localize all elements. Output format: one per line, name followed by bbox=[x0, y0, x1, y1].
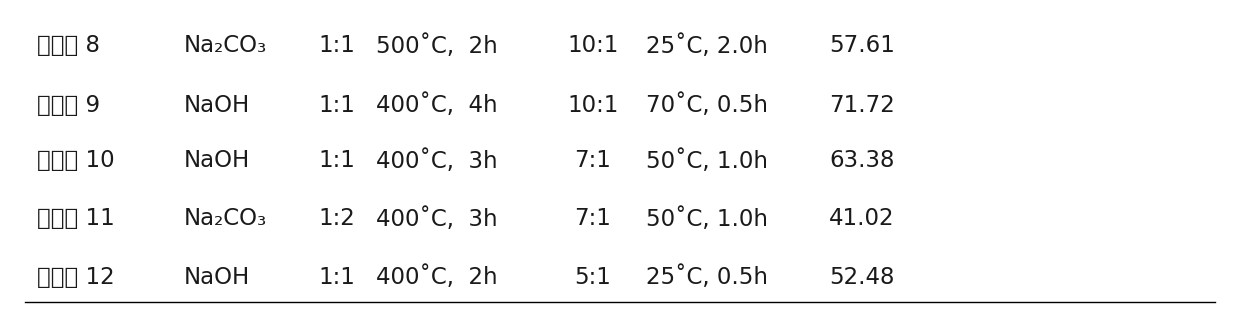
Text: 63.38: 63.38 bbox=[830, 149, 894, 172]
Text: 400˚C,  3h: 400˚C, 3h bbox=[376, 207, 497, 231]
Text: 25˚C, 0.5h: 25˚C, 0.5h bbox=[646, 265, 768, 289]
Text: 1:1: 1:1 bbox=[319, 94, 356, 117]
Text: 10:1: 10:1 bbox=[567, 34, 619, 57]
Text: 7:1: 7:1 bbox=[574, 207, 611, 231]
Text: 500˚C,  2h: 500˚C, 2h bbox=[376, 34, 497, 58]
Text: 50˚C, 1.0h: 50˚C, 1.0h bbox=[646, 207, 768, 231]
Text: 400˚C,  2h: 400˚C, 2h bbox=[376, 265, 497, 289]
Text: 52.48: 52.48 bbox=[830, 266, 894, 289]
Text: 400˚C,  3h: 400˚C, 3h bbox=[376, 149, 497, 173]
Text: NaOH: NaOH bbox=[184, 94, 249, 117]
Text: 1:1: 1:1 bbox=[319, 34, 356, 57]
Text: 1:1: 1:1 bbox=[319, 149, 356, 172]
Text: 1:2: 1:2 bbox=[319, 207, 356, 231]
Text: 70˚C, 0.5h: 70˚C, 0.5h bbox=[646, 94, 768, 117]
Text: 实施例 10: 实施例 10 bbox=[37, 149, 115, 172]
Text: 57.61: 57.61 bbox=[828, 34, 895, 57]
Text: Na₂CO₃: Na₂CO₃ bbox=[184, 34, 267, 57]
Text: 71.72: 71.72 bbox=[828, 94, 895, 117]
Text: 10:1: 10:1 bbox=[567, 94, 619, 117]
Text: 实施例 11: 实施例 11 bbox=[37, 207, 115, 231]
Text: 50˚C, 1.0h: 50˚C, 1.0h bbox=[646, 149, 768, 173]
Text: 25˚C, 2.0h: 25˚C, 2.0h bbox=[646, 34, 768, 58]
Text: NaOH: NaOH bbox=[184, 149, 249, 172]
Text: 7:1: 7:1 bbox=[574, 149, 611, 172]
Text: NaOH: NaOH bbox=[184, 266, 249, 289]
Text: Na₂CO₃: Na₂CO₃ bbox=[184, 207, 267, 231]
Text: 41.02: 41.02 bbox=[830, 207, 894, 231]
Text: 实施例 12: 实施例 12 bbox=[37, 266, 115, 289]
Text: 实施例 8: 实施例 8 bbox=[37, 34, 100, 57]
Text: 实施例 9: 实施例 9 bbox=[37, 94, 100, 117]
Text: 400˚C,  4h: 400˚C, 4h bbox=[376, 94, 497, 117]
Text: 5:1: 5:1 bbox=[574, 266, 611, 289]
Text: 1:1: 1:1 bbox=[319, 266, 356, 289]
